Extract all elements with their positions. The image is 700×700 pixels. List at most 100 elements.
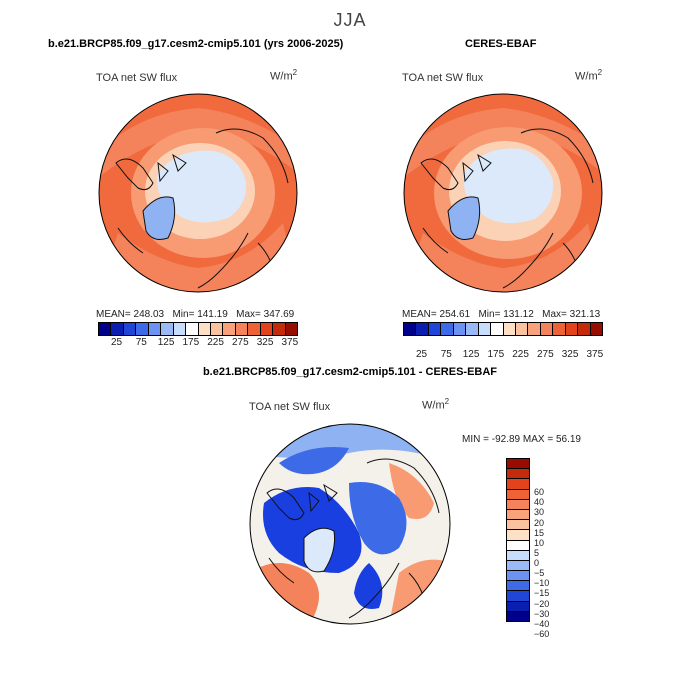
right-colorbar: [403, 322, 603, 336]
right-colorbar-swatch: [440, 323, 453, 335]
diff-colorbar-swatch: [507, 529, 529, 540]
diff-variable-label: TOA net SW flux: [249, 401, 331, 413]
right-colorbar-swatch: [415, 323, 428, 335]
diff-colorbar-tick-label: −5: [534, 568, 545, 579]
left-colorbar-swatch: [259, 323, 273, 335]
right-map-arctic-ice: [463, 148, 554, 224]
left-colorbar-swatch: [247, 323, 260, 335]
diff-polar-map: [249, 423, 451, 625]
left-max-label: Max=: [236, 309, 261, 320]
left-colorbar-tick-label: 225: [207, 337, 224, 348]
left-map-band-north: [99, 108, 297, 178]
right-units-label: W/m2: [575, 68, 602, 83]
right-colorbar-swatch: [539, 323, 553, 335]
right-map-coastlines: [420, 128, 594, 289]
diff-map-coastlines: [266, 458, 440, 619]
diff-colorbar-swatch: [507, 498, 529, 509]
right-map-greenland-coast: [447, 196, 481, 240]
left-colorbar-swatch: [222, 323, 235, 335]
left-mean-label: MEAN=: [96, 309, 131, 320]
left-colorbar-swatch: [172, 323, 186, 335]
left-units-label: W/m2: [270, 68, 297, 83]
right-colorbar-swatch: [502, 323, 515, 335]
left-colorbar-swatch: [110, 323, 123, 335]
right-mean-label: MEAN=: [402, 309, 437, 320]
left-min-value: 141.19: [197, 309, 228, 320]
diff-colorbar-tick-label: −30: [534, 608, 550, 619]
right-colorbar-tick-label: 25: [416, 349, 428, 360]
left-colorbar-swatch: [234, 323, 248, 335]
left-colorbar-tick-label: 375: [281, 337, 299, 348]
left-map-greenland-coast: [142, 196, 176, 240]
left-panel-title: b.e21.BRCP85.f09_g17.cesm2-cmip5.101 (yr…: [48, 38, 344, 50]
left-max-value: 347.69: [263, 309, 295, 320]
right-colorbar-tick-label: 375: [586, 349, 604, 360]
right-min-label: Min=: [478, 309, 501, 320]
diff-max-value: 56.19: [555, 434, 581, 445]
diff-colorbar-swatch: [507, 539, 529, 550]
left-colorbar-tick-label: 125: [157, 337, 175, 348]
right-units-base: W/m: [575, 70, 598, 83]
left-colorbar-swatch: [135, 323, 148, 335]
right-map-band-south: [404, 223, 602, 292]
right-map-outline: [403, 93, 603, 293]
left-colorbar-ticks: 25 75 125 175 225 275 325 375: [98, 337, 299, 349]
diff-colorbar-swatch: [507, 559, 529, 571]
right-colorbar-tick-label: 325: [561, 349, 579, 360]
right-max-value: 321.13: [569, 309, 601, 320]
diff-colorbar-tick-label: −40: [534, 618, 550, 629]
diff-map-blue-east: [349, 482, 407, 555]
right-min-value: 131.12: [503, 309, 534, 320]
left-colorbar-swatch: [122, 323, 136, 335]
right-panel-title: CERES-EBAF: [465, 38, 537, 50]
left-units-exp: 2: [292, 68, 298, 77]
right-colorbar-tick-label: 75: [440, 349, 452, 360]
diff-colorbar-swatch: [507, 610, 529, 621]
diff-units-base: W/m: [422, 399, 445, 412]
right-colorbar-swatch: [577, 323, 590, 335]
right-polar-map: [403, 93, 603, 293]
left-polar-map: [98, 93, 298, 293]
diff-map-blue-west: [263, 487, 362, 573]
diff-colorbar-tick-label: −20: [534, 598, 550, 609]
diff-colorbar-tick-label: −15: [534, 588, 550, 599]
right-mean-value: 254.61: [439, 309, 471, 320]
diff-max-label: MAX =: [522, 434, 554, 445]
right-colorbar-swatch: [427, 323, 441, 335]
left-colorbar-swatch: [185, 323, 198, 335]
diff-panel-title: b.e21.BRCP85.f09_g17.cesm2-cmip5.101 - C…: [202, 366, 498, 378]
diff-colorbar-swatch: [507, 549, 529, 560]
diff-map-blue-south: [354, 563, 383, 609]
left-colorbar-swatch: [197, 323, 210, 335]
diff-map-greenland: [304, 528, 335, 572]
diff-colorbar-tick-label: 10: [534, 537, 545, 548]
diff-map-outline: [249, 423, 451, 625]
right-max-label: Max=: [542, 309, 567, 320]
diff-colorbar-tick-label: 30: [534, 507, 545, 518]
right-colorbar-swatch: [452, 323, 466, 335]
diff-units-label: W/m2: [422, 397, 449, 412]
diff-colorbar-swatch: [507, 580, 529, 591]
diff-colorbar-swatch: [507, 508, 529, 520]
diff-colorbar-tick-label: 15: [534, 527, 545, 538]
left-colorbar-swatch: [272, 323, 285, 335]
right-map-band-north: [404, 108, 602, 178]
right-colorbar-ticks: 25 75 125 175 225 275 325 375: [403, 349, 604, 361]
left-map-arctic-ice: [157, 150, 247, 223]
left-colorbar-tick-label: 325: [256, 337, 274, 348]
right-colorbar-swatch: [477, 323, 491, 335]
diff-colorbar-swatch: [507, 519, 529, 530]
left-map-coastlines: [115, 128, 289, 289]
right-colorbar-swatch: [490, 323, 503, 335]
diff-colorbar-tick-label: 0: [534, 558, 540, 568]
diff-colorbar-tick-label: −60: [534, 628, 550, 639]
left-colorbar-swatch: [284, 323, 297, 335]
diff-colorbar-tick-label: 5: [534, 547, 540, 558]
left-colorbar-tick-label: 25: [111, 337, 123, 348]
right-colorbar-swatch: [527, 323, 540, 335]
right-colorbar-swatch: [564, 323, 578, 335]
right-variable-label: TOA net SW flux: [402, 72, 484, 84]
left-colorbar-swatch: [99, 323, 111, 335]
diff-min-label: MIN =: [462, 434, 489, 445]
diff-colorbar-swatch: [507, 468, 529, 479]
